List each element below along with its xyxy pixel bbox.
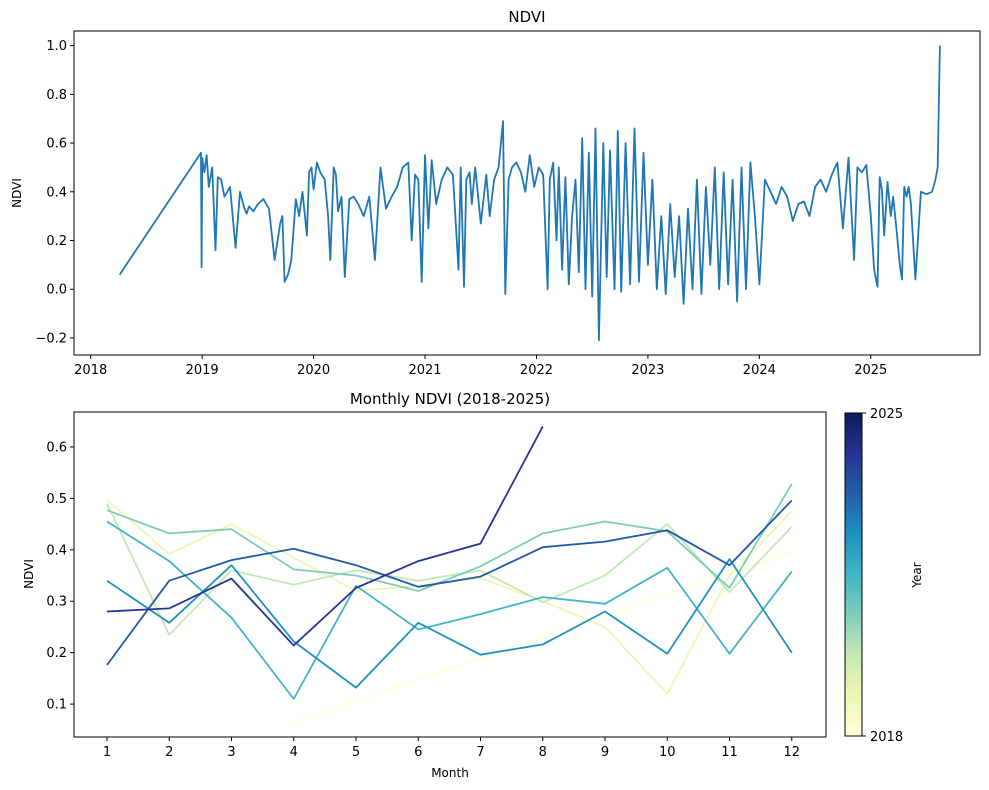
top-x-tick-label: 2024 [743, 363, 776, 378]
bottom-x-tick-label: 7 [476, 745, 484, 760]
top-x-tick-label: 2020 [297, 363, 330, 378]
top-x-tick-label: 2019 [186, 363, 219, 378]
bottom-y-tick-label: 0.1 [46, 698, 67, 713]
top-y-tick-label: 0.4 [46, 185, 67, 200]
bottom-y-tick-label: 0.2 [46, 646, 67, 661]
top-y-tick-label: −0.2 [35, 331, 67, 346]
top-x-tick-label: 2025 [854, 363, 887, 378]
bottom-x-tick-label: 8 [539, 745, 547, 760]
bottom-y-tick-label: 0.6 [46, 440, 67, 455]
year-colorbar: 2025 2018 Year [844, 407, 924, 745]
monthly-series-2022 [106, 520, 793, 700]
colorbar-min-label: 2018 [870, 730, 903, 745]
bottom-x-tick-label: 12 [783, 745, 800, 760]
bottom-x-tick-label: 9 [601, 745, 609, 760]
ndvi-series-line [118, 45, 941, 342]
bottom-x-tick-label: 4 [290, 745, 298, 760]
monthly-ndvi-chart: Monthly NDVI (2018-2025) NDVI Month 0.1 0… [22, 390, 827, 780]
monthly-series-2018 [293, 551, 793, 723]
monthly-series-2020 [106, 503, 793, 636]
bottom-x-tick-label: 6 [414, 745, 422, 760]
bottom-y-tick-label: 0.5 [46, 492, 67, 507]
monthly-series-2025 [106, 425, 544, 647]
colorbar-label: Year [910, 562, 924, 588]
top-x-tick-label: 2023 [631, 363, 664, 378]
top-y-tick-label: 0.0 [46, 283, 67, 298]
top-plot-frame [73, 30, 981, 356]
bottom-y-tick-label: 0.4 [46, 543, 67, 558]
bottom-x-tick-label: 11 [721, 745, 738, 760]
ndvi-time-series-chart: NDVI NDVI −0.2 0.0 0.2 0.4 0.6 0.8 1.0 2018 201… [10, 8, 981, 378]
bottom-x-tick-label: 1 [103, 745, 111, 760]
top-y-tick-label: 1.0 [46, 39, 67, 54]
top-y-tick-label: 0.6 [46, 137, 67, 152]
top-x-tick-label: 2018 [74, 363, 107, 378]
colorbar-max-label: 2025 [870, 407, 903, 422]
colorbar-gradient [844, 412, 863, 737]
monthly-series-2023 [106, 558, 793, 689]
bottom-x-tick-label: 5 [352, 745, 360, 760]
bottom-plot-frame [73, 411, 827, 738]
bottom-y-tick-label: 0.3 [46, 595, 67, 610]
bottom-y-axis-label: NDVI [22, 559, 36, 589]
top-y-tick-label: 0.8 [46, 88, 67, 103]
bottom-x-tick-label: 3 [227, 745, 235, 760]
bottom-chart-title: Monthly NDVI (2018-2025) [350, 390, 550, 408]
top-x-tick-label: 2022 [520, 363, 553, 378]
bottom-x-tick-label: 2 [165, 745, 173, 760]
bottom-x-axis-label: Month [431, 766, 469, 780]
top-y-axis-label: NDVI [10, 178, 24, 208]
top-y-tick-label: 0.2 [46, 234, 67, 249]
top-x-tick-label: 2021 [408, 363, 441, 378]
top-chart-title: NDVI [508, 8, 545, 26]
bottom-x-tick-label: 10 [659, 745, 676, 760]
monthly-series-2024 [106, 499, 793, 666]
monthly-series-2021 [106, 483, 793, 592]
